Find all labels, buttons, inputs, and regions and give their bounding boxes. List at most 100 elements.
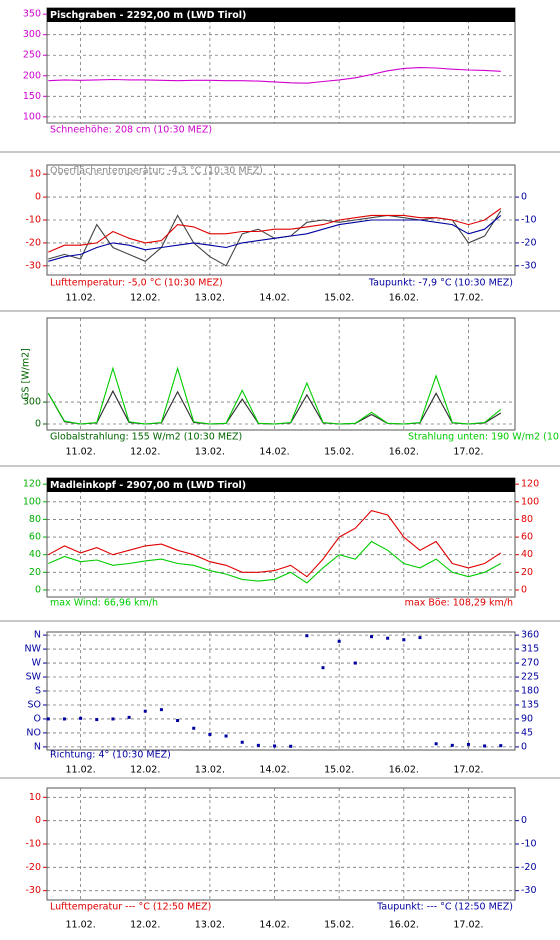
point (159, 708, 163, 712)
point (273, 744, 277, 748)
y2-tick-label: 135 (521, 699, 539, 710)
y-tick-label: W (32, 658, 42, 669)
x-tick-label: 14.02. (259, 447, 289, 458)
y-tick-label: 40 (29, 549, 41, 560)
x-tick-label: 13.02. (195, 447, 225, 458)
y-tick-label: 250 (23, 50, 41, 61)
y2-tick-label: 0 (521, 741, 527, 752)
y2-tick-label: -30 (521, 885, 537, 896)
x-tick-label: 12.02. (130, 293, 160, 304)
point (402, 638, 406, 642)
x-tick-label: 17.02. (453, 765, 483, 776)
x-tick-label: 16.02. (389, 447, 419, 458)
point (353, 661, 357, 665)
y2-tick-label: 0 (521, 584, 527, 595)
y-tick-label: NO (26, 727, 41, 738)
x-tick-label: 12.02. (130, 765, 160, 776)
plot-frame (46, 631, 516, 751)
series-line (47, 366, 502, 425)
y2-tick-label: 60 (521, 532, 533, 543)
point (111, 717, 115, 721)
y2-tick-label: 0 (521, 192, 527, 203)
x-tick-label: 14.02. (259, 920, 289, 931)
y-tick-label: NW (25, 644, 42, 655)
y2-tick-label: 40 (521, 549, 533, 560)
x-tick-label: 14.02. (259, 293, 289, 304)
plot-frame (46, 787, 516, 901)
legend-label: Lufttemperatur --- °C (12:50 MEZ) (50, 902, 211, 913)
point (46, 717, 50, 721)
series-line (48, 214, 502, 262)
legend-label: Richtung: 4° (10:30 MEZ) (50, 750, 171, 761)
y-tick-label: 150 (23, 91, 41, 102)
legend-label: Oberflächentemperatur: -4,3 °C (10:30 ME… (50, 166, 263, 177)
series-line (48, 540, 502, 584)
y-tick-label: O (34, 713, 41, 724)
point (62, 717, 66, 721)
x-tick-label: 16.02. (389, 920, 419, 931)
y-tick-label: 10 (29, 792, 41, 803)
x-tick-label: 15.02. (324, 447, 354, 458)
y-tick-label: -30 (25, 260, 41, 271)
x-tick-label: 11.02. (66, 765, 96, 776)
point (143, 709, 147, 713)
legend-label: max Böe: 108,29 km/h (405, 598, 513, 609)
point (369, 635, 373, 639)
x-tick-label: 16.02. (389, 293, 419, 304)
x-tick-label: 11.02. (66, 293, 96, 304)
series-line (48, 208, 502, 253)
legend-label: Lufttemperatur: -5,0 °C (10:30 MEZ) (50, 278, 223, 289)
point (418, 636, 422, 640)
y-tick-label: -10 (25, 215, 41, 226)
y2-tick-label: 225 (521, 672, 539, 683)
y-tick-label: 10 (29, 169, 41, 180)
y-tick-label: S (35, 686, 41, 697)
x-tick-label: 14.02. (259, 765, 289, 776)
x-tick-label: 12.02. (130, 447, 160, 458)
point (127, 715, 131, 719)
legend-label: Globalstrahlung: 155 W/m2 (10:30 MEZ) (50, 432, 242, 443)
x-tick-label: 13.02. (195, 765, 225, 776)
y-tick-label: 120 (23, 479, 41, 490)
chart-title: Madleinkopf - 2907,00 m (LWD Tirol) (50, 480, 246, 491)
y-tick-label: N (34, 630, 41, 641)
y-tick-label: 350 (23, 9, 41, 20)
y-tick-label: 0 (35, 192, 41, 203)
point (434, 742, 438, 746)
y-tick-label: 0 (35, 815, 41, 826)
y-tick-label: SW (26, 672, 42, 683)
y-tick-label: N (34, 741, 41, 752)
y-tick-label: 0 (35, 419, 41, 430)
plot-frame (46, 164, 516, 276)
legend-label: Schneehöhe: 208 cm (10:30 MEZ) (50, 125, 212, 136)
x-tick-label: 13.02. (195, 920, 225, 931)
y-tick-label: 0 (35, 584, 41, 595)
y-tick-label: 100 (23, 111, 41, 122)
y2-tick-label: 270 (521, 658, 539, 669)
chart-title: Pischgraben - 2292,00 m (LWD Tirol) (50, 10, 246, 21)
series-line (48, 67, 501, 84)
y2-tick-label: 80 (521, 514, 533, 525)
separators (0, 151, 560, 779)
y2-tick-label: 360 (521, 630, 539, 641)
y-tick-label: 60 (29, 532, 41, 543)
y-tick-label: 80 (29, 514, 41, 525)
y-tick-label: -20 (25, 862, 41, 873)
point (208, 732, 212, 736)
legend-label: max Wind: 66,96 km/h (50, 598, 158, 609)
point (499, 744, 503, 748)
legend-label: Taupunkt: --- °C (12:50 MEZ) (376, 902, 513, 913)
y-axis-label: GS [W/m2] (21, 348, 32, 400)
point (95, 718, 99, 722)
x-tick-label: 17.02. (453, 293, 483, 304)
y2-tick-label: 90 (521, 713, 533, 724)
point (256, 743, 260, 747)
point (289, 744, 293, 748)
point (386, 636, 390, 640)
x-tick-label: 11.02. (66, 447, 96, 458)
y2-tick-label: -10 (521, 215, 537, 226)
y-tick-label: 100 (23, 496, 41, 507)
point (176, 719, 180, 722)
x-tick-label: 12.02. (130, 920, 160, 931)
x-tick-label: 11.02. (66, 920, 96, 931)
